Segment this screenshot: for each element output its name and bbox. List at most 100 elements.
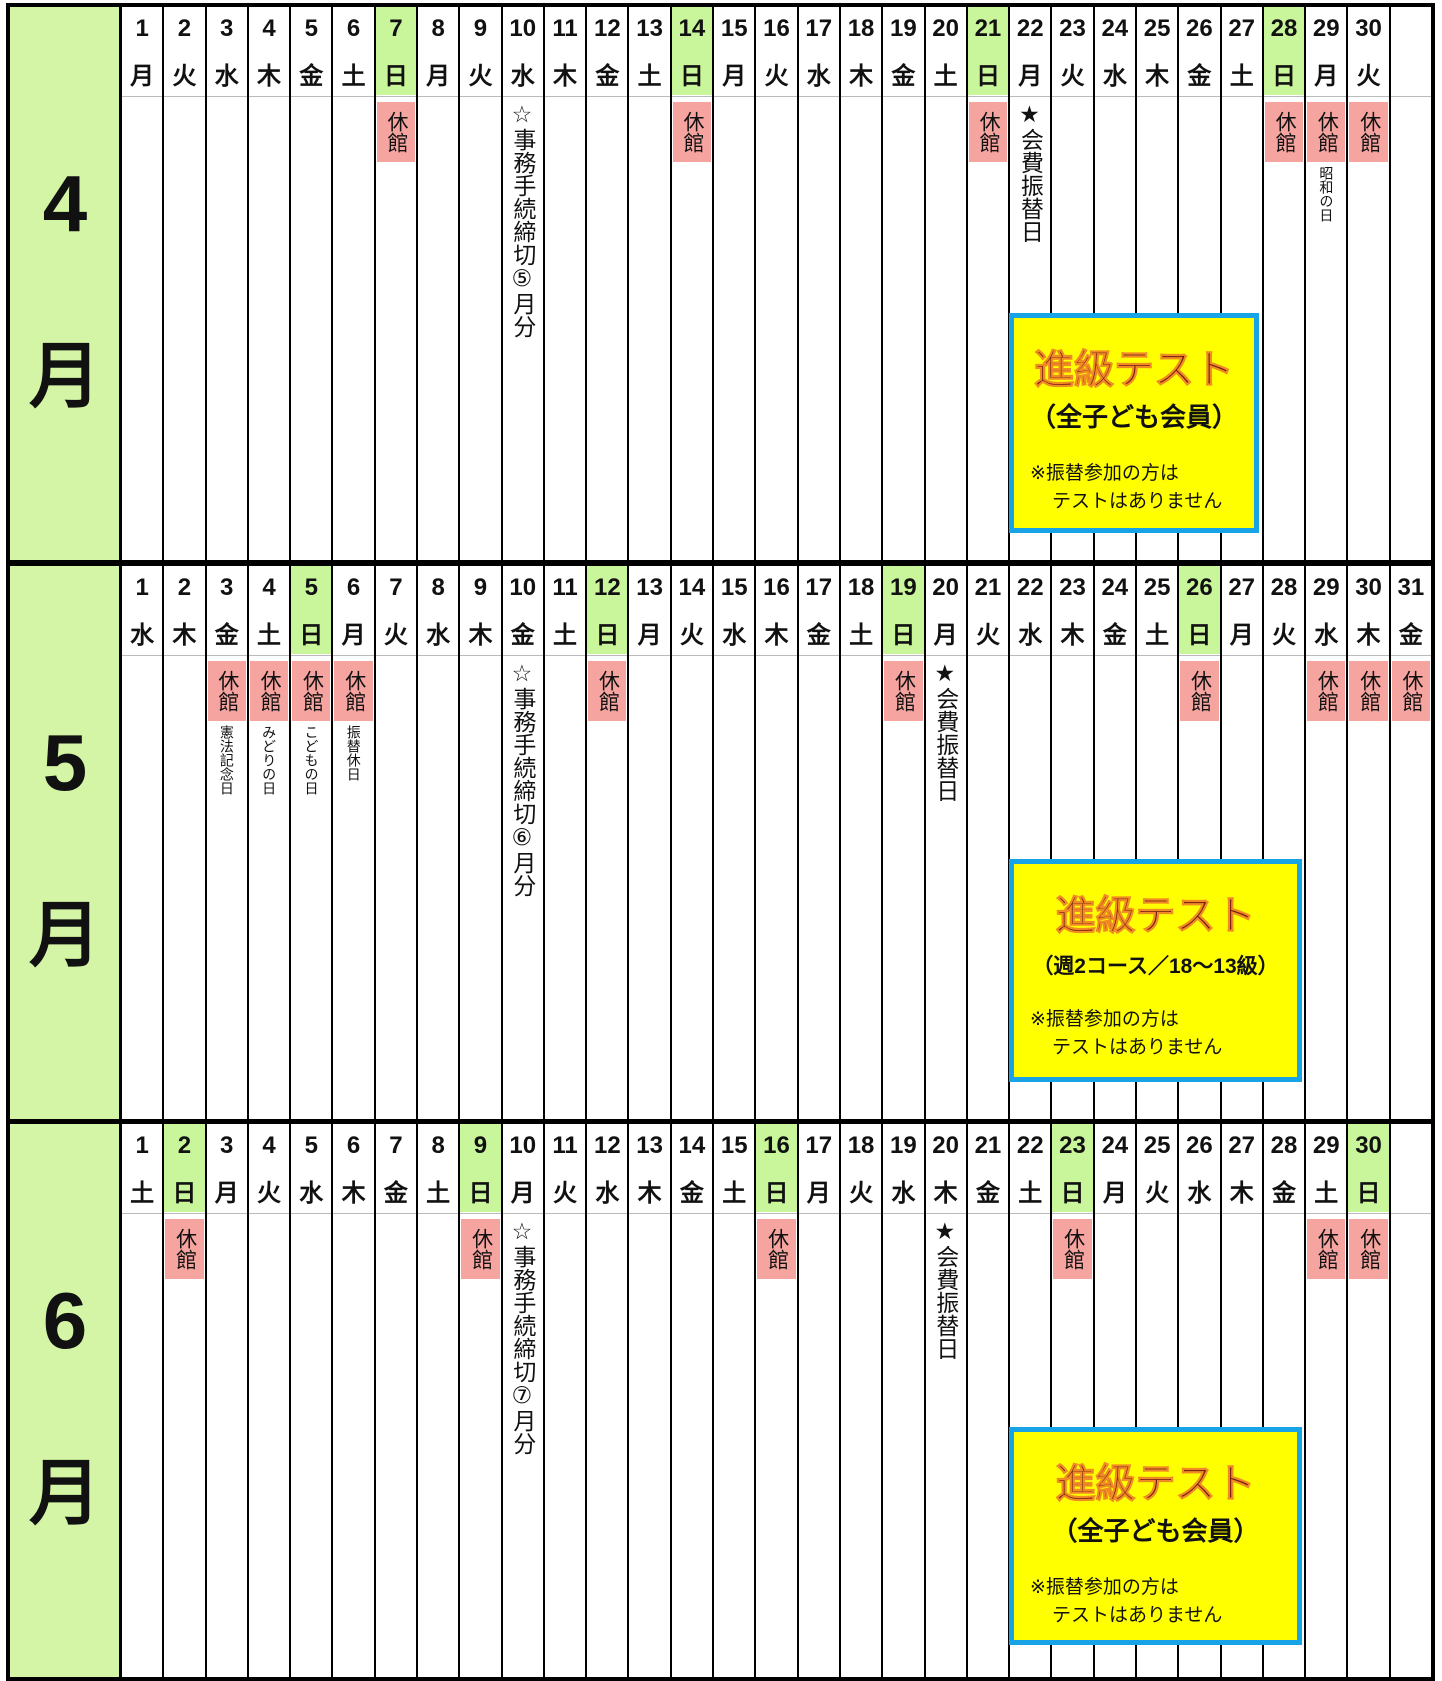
day-number: 28: [1270, 1132, 1298, 1159]
weekday: 木: [1229, 1179, 1254, 1207]
weekday: 水: [1018, 621, 1043, 649]
column-line: [542, 563, 545, 1121]
weekday: 月: [214, 1179, 239, 1207]
day-number: 16: [763, 574, 790, 601]
weekday: 水: [299, 1179, 324, 1207]
weekday: 水: [426, 621, 451, 649]
weekday: 火: [849, 1179, 874, 1207]
weekday: 金: [975, 1179, 1000, 1207]
column-line: [923, 563, 926, 1121]
day-number: 18: [847, 1132, 875, 1159]
weekday: 月: [130, 62, 155, 90]
test-subtitle: （全子ども会員）: [1029, 401, 1238, 432]
column-line: [1092, 1121, 1095, 1679]
day-number: 13: [636, 574, 663, 601]
header-divider: [121, 655, 1432, 656]
day-number: 24: [1101, 574, 1129, 601]
weekday: 木: [849, 62, 874, 90]
closed-badge: 休館: [1349, 661, 1388, 721]
column-line: [1219, 563, 1222, 1121]
weekday: 月: [1314, 62, 1339, 90]
day-number: 23: [1052, 1124, 1093, 1168]
day-number: 1: [135, 574, 149, 601]
column-line: [1346, 4, 1349, 562]
weekday: 土: [637, 62, 662, 90]
month-unit: 月: [28, 336, 101, 417]
column-line: [162, 563, 165, 1121]
weekday: 日: [1179, 610, 1220, 654]
day-number: 17: [805, 1132, 833, 1159]
day-number: 20: [932, 574, 959, 601]
weekday: 金: [214, 621, 239, 649]
day-number: 3: [220, 574, 234, 601]
weekday: 木: [257, 62, 281, 90]
closed-badge: 休館: [588, 661, 627, 721]
weekday: 水: [891, 1179, 916, 1207]
weekday: 火: [553, 1179, 578, 1207]
column-line: [1304, 1121, 1307, 1679]
day-number: 11: [552, 1132, 578, 1159]
weekday: 火: [1356, 62, 1381, 90]
column-line: [458, 4, 461, 562]
day-number: 8: [431, 15, 445, 42]
weekday: 土: [257, 621, 281, 649]
weekday: 金: [679, 1179, 704, 1207]
label-divider: [119, 563, 122, 1121]
weekday: 土: [1229, 62, 1254, 90]
day-number: 7: [389, 574, 403, 601]
column-line: [1050, 4, 1053, 562]
day-number: 6: [346, 15, 361, 42]
day-number: 8: [431, 574, 445, 601]
note: ★会費振替日: [1017, 102, 1044, 243]
day-number: 29: [1312, 15, 1340, 42]
header-divider: [121, 1213, 1432, 1214]
weekday: 日: [1348, 1168, 1389, 1212]
column-line: [542, 4, 545, 562]
column-line: [246, 4, 249, 562]
column-line: [1304, 563, 1307, 1121]
day-number: 3: [220, 1132, 234, 1159]
column-line: [458, 563, 461, 1121]
column-line: [796, 563, 799, 1121]
weekday: 火: [172, 62, 197, 90]
column-line: [416, 1121, 419, 1679]
column-line: [458, 1121, 461, 1679]
column-line: [585, 1121, 588, 1679]
weekday: 金: [806, 621, 831, 649]
weekday: 木: [1356, 621, 1381, 649]
month-label-column: [9, 563, 121, 1121]
column-line: [1261, 563, 1264, 1121]
column-line: [500, 563, 503, 1121]
column-line: [1177, 1121, 1180, 1679]
day-number: 30: [1355, 574, 1382, 601]
weekday: 金: [1398, 621, 1423, 649]
test-note: ※振替参加の方は: [1030, 1008, 1179, 1030]
column-line: [838, 563, 841, 1121]
weekday: 土: [1145, 621, 1170, 649]
note: ☆事務手続締切⑤月分: [509, 102, 536, 338]
test-subtitle: （全子ども会員）: [1051, 1515, 1260, 1546]
weekday: 土: [849, 621, 874, 649]
closed-badge: 休館: [165, 1219, 204, 1279]
weekday: 金: [510, 621, 535, 649]
weekday: 日: [164, 1168, 205, 1212]
day-number: 19: [890, 1132, 917, 1159]
closed-badge: 休館: [1349, 102, 1388, 162]
weekday: 土: [130, 1179, 155, 1207]
column-line: [669, 1121, 672, 1679]
column-line: [923, 4, 926, 562]
weekday: 金: [595, 62, 620, 90]
column-line: [500, 1121, 503, 1679]
weekday: 月: [1102, 1179, 1127, 1207]
weekday: 日: [375, 51, 417, 95]
day-number: 15: [720, 1132, 748, 1159]
day-number: 5: [291, 566, 332, 610]
month-number: 6: [42, 1276, 88, 1365]
month-unit: 月: [28, 1453, 101, 1534]
column-line: [204, 563, 207, 1121]
day-number: 9: [473, 15, 488, 42]
day-number: 1: [135, 1132, 149, 1159]
weekday: 火: [383, 621, 408, 649]
column-line: [246, 1121, 249, 1679]
